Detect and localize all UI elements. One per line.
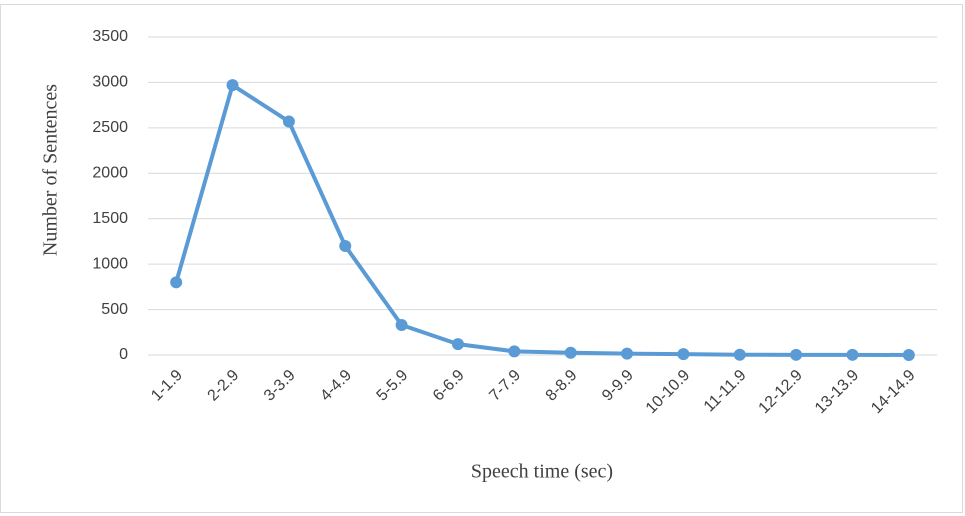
x-axis-title: Speech time (sec) bbox=[471, 461, 613, 483]
marker bbox=[677, 348, 690, 361]
line bbox=[174, 83, 909, 357]
marker bbox=[226, 79, 239, 92]
y-tick-label: 2000 bbox=[92, 165, 128, 182]
chart-border bbox=[0, 4, 963, 513]
y-tick-label: 3000 bbox=[92, 74, 128, 91]
y-axis-title: Number of Sentences bbox=[40, 84, 62, 256]
marker bbox=[282, 115, 295, 128]
y-tick-label: 1500 bbox=[92, 210, 128, 227]
y-tick-label: 1000 bbox=[92, 255, 128, 272]
y-tick-label: 2500 bbox=[92, 119, 128, 136]
marker bbox=[733, 348, 746, 361]
marker bbox=[451, 338, 464, 351]
marker bbox=[339, 239, 352, 252]
y-tick-label: 3500 bbox=[92, 28, 128, 45]
marker bbox=[790, 348, 803, 361]
marker bbox=[508, 345, 521, 358]
marker bbox=[902, 349, 915, 361]
marker bbox=[564, 346, 577, 359]
marker bbox=[846, 348, 859, 361]
marker bbox=[170, 276, 183, 289]
marker bbox=[621, 347, 634, 360]
y-tick-label: 500 bbox=[101, 301, 128, 318]
marker bbox=[395, 319, 408, 332]
y-tick-label: 0 bbox=[119, 346, 128, 363]
